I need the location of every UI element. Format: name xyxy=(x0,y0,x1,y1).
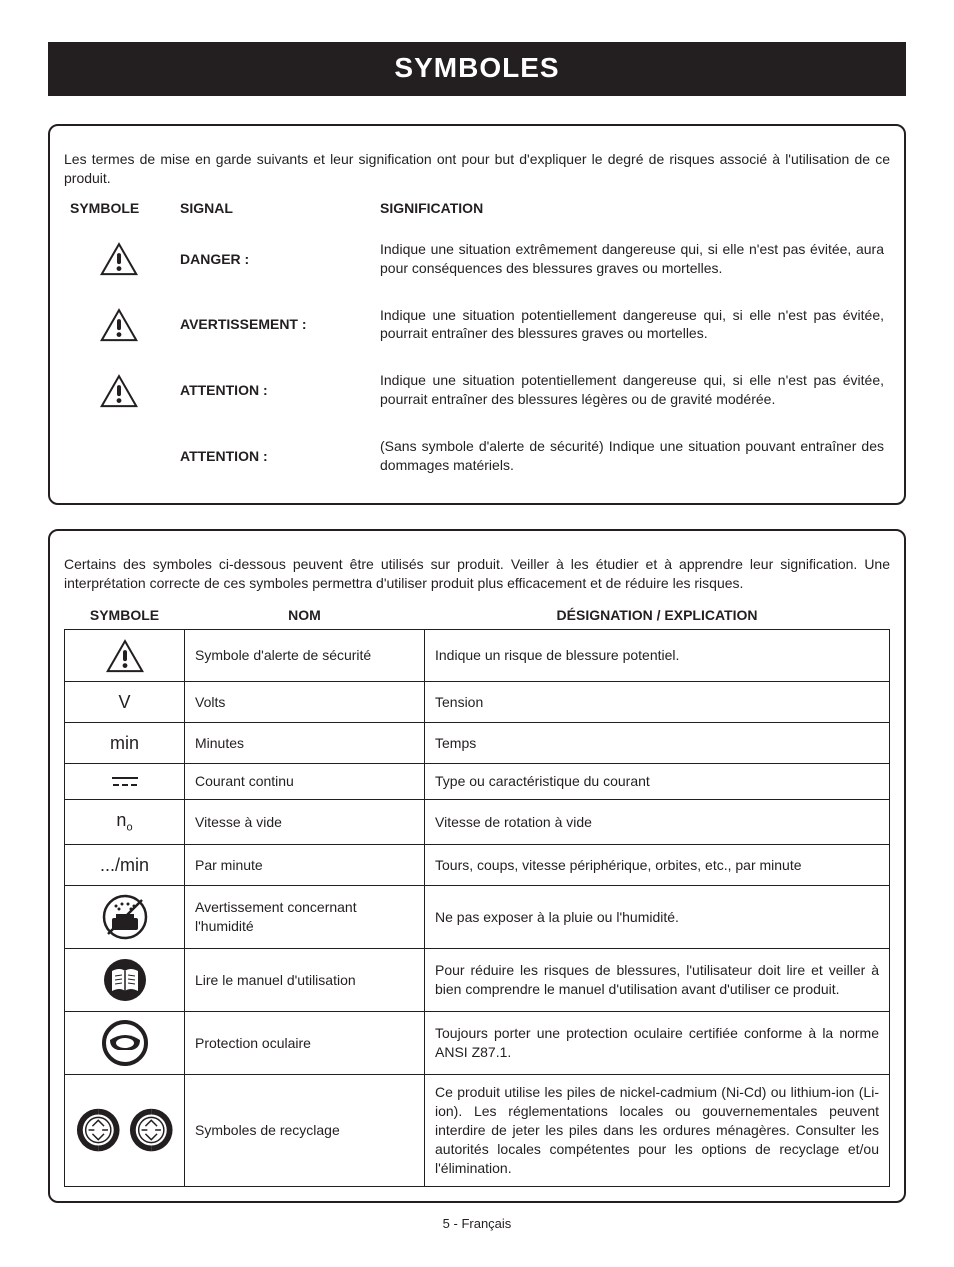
alert-icon xyxy=(70,307,168,342)
table-row: AVERTISSEMENT :Indique une situation pot… xyxy=(64,292,890,358)
alert-icon xyxy=(75,638,174,673)
symbol-cell xyxy=(65,764,185,800)
symbol-glyph: .../min xyxy=(100,855,149,875)
table-row: Lire le manuel d'utilisationPour réduire… xyxy=(65,949,890,1012)
symbol-name: Volts xyxy=(185,681,425,722)
eye-protection-icon xyxy=(75,1020,174,1066)
symbol-cell: V xyxy=(65,681,185,722)
table-row: min MinutesTemps xyxy=(65,723,890,764)
page-footer: 5 - Français xyxy=(0,1216,954,1231)
alert-icon-cell xyxy=(64,357,174,423)
alert-icon xyxy=(70,241,168,276)
table-row: ATTENTION :(Sans symbole d'alerte de séc… xyxy=(64,423,890,489)
symbol-explanation: Indique un risque de blessure potentiel. xyxy=(425,629,890,681)
table-row: no Vitesse à videVitesse de rotation à vi… xyxy=(65,800,890,844)
table-row: Avertissement concernant l'humiditéNe pa… xyxy=(65,886,890,949)
table-row: Courant continuType ou caractéristique d… xyxy=(65,764,890,800)
table-row: Symbole d'alerte de sécuritéIndique un r… xyxy=(65,629,890,681)
table-row: ATTENTION :Indique une situation potenti… xyxy=(64,357,890,423)
signal-words-table: SYMBOLE SIGNAL SIGNIFICATION DANGER :Ind… xyxy=(64,196,890,489)
table-row: .../min Par minuteTours, coups, vitesse p… xyxy=(65,844,890,885)
signal-description: Indique une situation potentiellement da… xyxy=(374,292,890,358)
symbol-cell: .../min xyxy=(65,844,185,885)
symbol-name: Lire le manuel d'utilisation xyxy=(185,949,425,1012)
box1-intro: Les termes de mise en garde suivants et … xyxy=(64,150,890,188)
table-row: Protection oculaireToujours porter une p… xyxy=(65,1012,890,1075)
table-row: V VoltsTension xyxy=(65,681,890,722)
alert-icon-cell xyxy=(64,226,174,292)
t2-head-designation: DÉSIGNATION / EXPLICATION xyxy=(425,601,890,630)
t2-head-symbole: SYMBOLE xyxy=(65,601,185,630)
symbol-cell xyxy=(65,1075,185,1186)
alert-icon-cell xyxy=(64,292,174,358)
symbol-glyph: V xyxy=(118,692,130,712)
symbol-explanation: Vitesse de rotation à vide xyxy=(425,800,890,844)
signal-words-box: Les termes de mise en garde suivants et … xyxy=(48,124,906,505)
symbol-cell xyxy=(65,629,185,681)
symbol-cell xyxy=(65,949,185,1012)
t2-head-nom: NOM xyxy=(185,601,425,630)
symbol-name: Vitesse à vide xyxy=(185,800,425,844)
symbol-explanation: Toujours porter une protection oculaire … xyxy=(425,1012,890,1075)
t1-head-symbole: SYMBOLE xyxy=(64,196,174,226)
box2-intro: Certains des symboles ci-dessous peuvent… xyxy=(64,555,890,593)
symbol-definitions-table: SYMBOLE NOM DÉSIGNATION / EXPLICATION Sy… xyxy=(64,601,890,1187)
table-row: DANGER :Indique une situation extrêmemen… xyxy=(64,226,890,292)
t1-head-signal: SIGNAL xyxy=(174,196,374,226)
alert-icon xyxy=(70,373,168,408)
table-row: Symboles de recyclageCe produit utilise … xyxy=(65,1075,890,1186)
signal-word: ATTENTION : xyxy=(174,357,374,423)
t1-head-signification: SIGNIFICATION xyxy=(374,196,890,226)
signal-description: Indique une situation extrêmement danger… xyxy=(374,226,890,292)
symbol-name: Minutes xyxy=(185,723,425,764)
no-load-speed-glyph: no xyxy=(116,810,132,830)
symbol-name: Avertissement concernant l'humidité xyxy=(185,886,425,949)
symbol-definitions-box: Certains des symboles ci-dessous peuvent… xyxy=(48,529,906,1203)
symbol-explanation: Type ou caractéristique du courant xyxy=(425,764,890,800)
symbol-cell xyxy=(65,1012,185,1075)
signal-word: ATTENTION : xyxy=(174,423,374,489)
symbol-explanation: Tension xyxy=(425,681,890,722)
symbol-cell xyxy=(65,886,185,949)
recycle-icon xyxy=(75,1106,174,1154)
page-title: SYMBOLES xyxy=(48,42,906,96)
signal-description: (Sans symbole d'alerte de sécurité) Indi… xyxy=(374,423,890,489)
symbol-name: Par minute xyxy=(185,844,425,885)
symbol-explanation: Ne pas exposer à la pluie ou l'humidité. xyxy=(425,886,890,949)
wet-warning-icon xyxy=(75,894,174,940)
symbol-name: Symboles de recyclage xyxy=(185,1075,425,1186)
symbol-name: Protection oculaire xyxy=(185,1012,425,1075)
symbol-explanation: Tours, coups, vitesse périphérique, orbi… xyxy=(425,844,890,885)
symbol-cell: no xyxy=(65,800,185,844)
alert-icon-cell xyxy=(64,423,174,489)
symbol-explanation: Temps xyxy=(425,723,890,764)
symbol-explanation: Pour réduire les risques de blessures, l… xyxy=(425,949,890,1012)
read-manual-icon xyxy=(75,957,174,1003)
symbol-cell: min xyxy=(65,723,185,764)
symbol-explanation: Ce produit utilise les piles de nickel-c… xyxy=(425,1075,890,1186)
signal-word: DANGER : xyxy=(174,226,374,292)
signal-description: Indique une situation potentiellement da… xyxy=(374,357,890,423)
symbol-glyph: min xyxy=(110,733,139,753)
symbol-name: Symbole d'alerte de sécurité xyxy=(185,629,425,681)
signal-word: AVERTISSEMENT : xyxy=(174,292,374,358)
dc-icon xyxy=(75,775,174,789)
symbol-name: Courant continu xyxy=(185,764,425,800)
